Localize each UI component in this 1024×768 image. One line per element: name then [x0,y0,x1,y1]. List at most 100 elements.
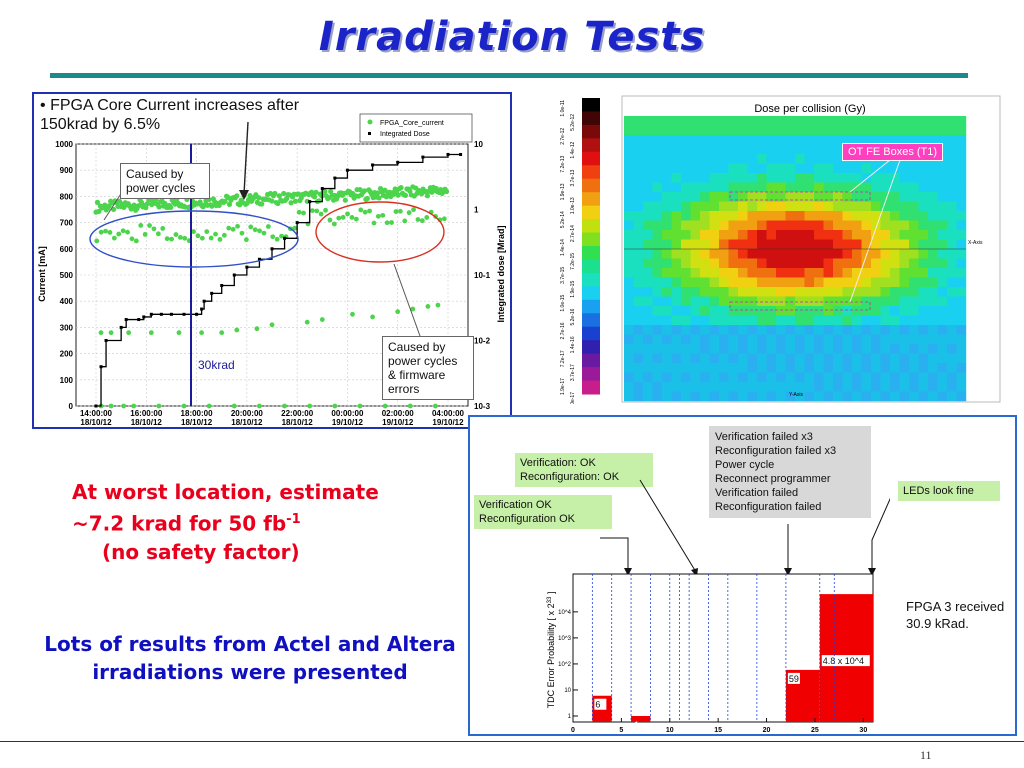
heatmap-cell [643,296,653,307]
current-point-low [239,230,245,236]
heatmap-cell [766,192,777,202]
heatmap-cell [652,239,663,250]
ot-fe-boxes-callout: OT FE Boxes (T1) [842,143,944,161]
heatmap-cell [814,211,824,221]
heatmap-cell [852,306,862,316]
heatmap-cell [776,306,786,316]
heatmap-cell [690,201,701,212]
y-tick-label: 400 [60,297,74,306]
heatmap-cell [776,116,786,126]
heatmap-cell [861,249,872,259]
heatmap-cell [757,163,767,174]
heatmap-cell [671,306,682,316]
heatmap-cell [852,315,862,326]
heatmap-cell [804,211,815,221]
heatmap-cell [766,239,777,250]
heatmap-cell [643,239,653,250]
y-tick-label: 900 [60,166,74,175]
current-point-low [375,213,381,219]
heatmap-cell [909,268,919,278]
heatmap-cell [738,325,748,335]
heatmap-cell [956,287,967,297]
colorbar-tick-label: 1.4e-16 [570,336,576,353]
heatmap-cell [880,353,891,364]
heatmap-cell [785,258,796,269]
current-point-low [116,231,122,237]
heatmap-cell [700,201,710,212]
heatmap-cell [861,116,872,126]
heatmap-cell [671,154,682,164]
heatmap-cell [662,201,672,212]
heatmap-cell [747,211,758,221]
heatmap-cell [719,135,729,145]
heatmap-cell [719,363,729,373]
y-tick-label: 100 [60,376,74,385]
heatmap-cell [956,277,967,288]
heatmap-cell [918,287,929,297]
heatmap-cell [690,382,701,392]
heatmap-cell [833,211,843,221]
heatmap-cell [766,173,777,183]
tdc-y-tick-label: 10^3 [558,636,571,642]
heatmap-cell [624,296,634,307]
heatmap-cell [681,334,691,345]
heatmap-cell [890,201,900,212]
heatmap-cell [662,135,672,145]
heatmap-cell [880,173,891,183]
heatmap-cell [671,163,682,174]
heatmap-cell [880,201,891,212]
heatmap-cell [947,363,957,373]
current-point-drop [108,330,114,336]
heatmap-cell [890,239,900,250]
heatmap-cell [728,154,739,164]
heatmap-cell [909,249,919,259]
current-point [226,201,233,207]
heatmap-cell [671,135,682,145]
heatmap-cell [709,182,720,193]
heatmap-cell [738,391,748,402]
heatmap-cell [852,173,862,183]
heatmap-cell [709,372,720,383]
heatmap-cell [709,277,720,288]
heatmap-cell [918,277,929,288]
heatmap-cell [624,144,634,155]
current-point-low [208,235,214,241]
y-tick-label: 500 [60,271,74,280]
heatmap-cell [690,239,701,250]
heatmap-cell [814,182,824,193]
heatmap-cell [747,334,758,345]
current-point-low [177,235,183,240]
heatmap-cell [909,287,919,297]
heatmap-cell [671,344,682,354]
heatmap-cell [814,391,824,402]
heatmap-cell [719,344,729,354]
heatmap-cell [918,201,929,212]
heatmap-cell [861,372,872,383]
current-point-drop [219,330,225,336]
heatmap-cell [624,306,634,316]
heatmap-cell [880,239,891,250]
heatmap-cell [728,372,739,383]
heatmap-cell [795,116,805,126]
current-point [281,190,287,197]
heatmap-cell [928,125,938,136]
y2-tick-label: 10-2 [474,337,491,346]
heatmap-cell [633,173,644,183]
heatmap-cell [671,182,682,193]
heatmap-cell [795,382,805,392]
heatmap-cell [880,249,891,259]
heatmap-cell [880,163,891,174]
heatmap-cell [643,211,653,221]
heatmap-cell [909,258,919,269]
current-point [168,204,174,210]
heatmap-cell [956,211,967,221]
heatmap-cell [766,372,777,383]
current-point [361,188,367,194]
current-point-drop [382,403,388,409]
heatmap-cell [814,325,824,335]
current-point-low [230,226,236,232]
heatmap-cell [690,287,701,297]
heatmap-cell [947,287,957,297]
heatmap-cell [937,239,948,250]
heatmap-cell [738,173,748,183]
